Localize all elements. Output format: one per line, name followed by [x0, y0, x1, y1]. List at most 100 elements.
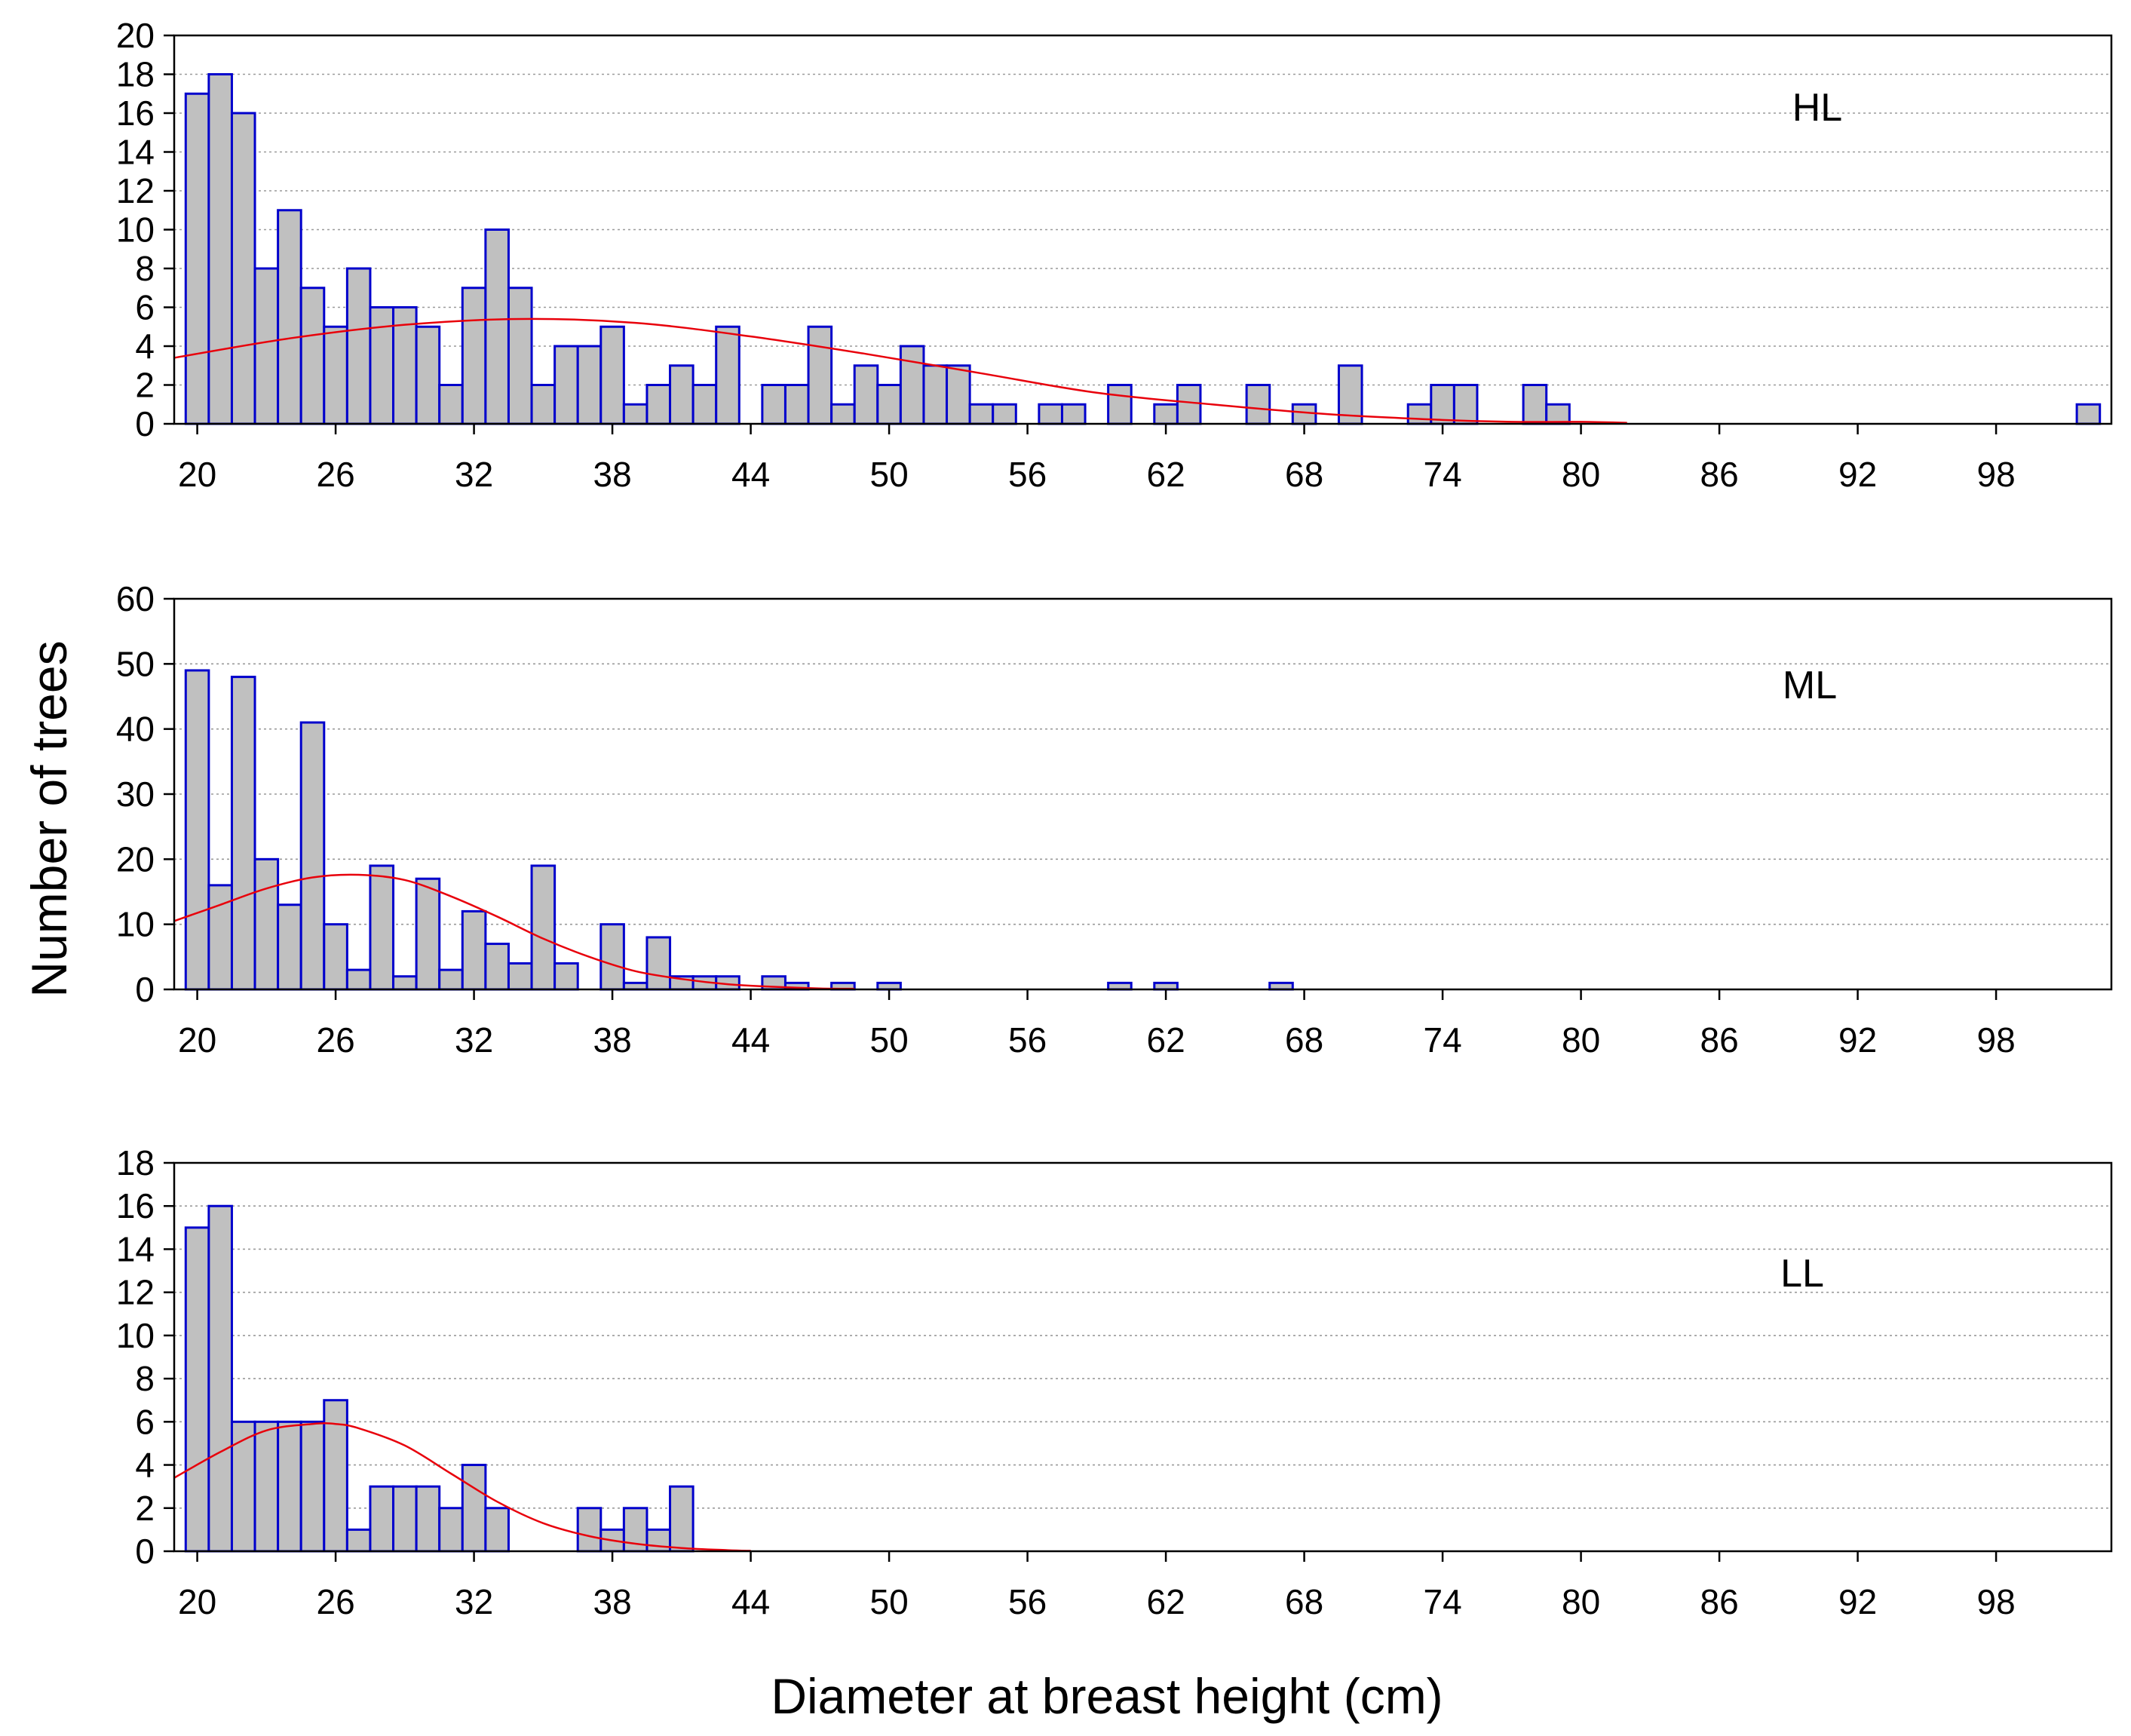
histogram-bar	[622, 403, 648, 425]
histogram-bar	[669, 364, 694, 425]
y-tick-label: 6	[135, 1402, 155, 1441]
y-tick-label: 20	[116, 16, 155, 55]
histogram-bar	[230, 112, 256, 425]
histogram-bar	[899, 345, 925, 425]
histogram-bar	[783, 384, 810, 425]
histogram-bar	[576, 1507, 603, 1553]
panel-label: HL	[1792, 86, 1842, 130]
y-tick-label: 6	[135, 288, 155, 327]
histogram-bar	[415, 1485, 441, 1553]
histogram-bar	[277, 903, 302, 991]
y-tick-label: 14	[116, 1229, 155, 1268]
y-tick-label: 12	[116, 171, 155, 210]
histogram-bar	[369, 306, 395, 425]
histogram-bar	[669, 1485, 694, 1553]
x-tick-label: 74	[1423, 1582, 1461, 1621]
histogram-bar	[323, 923, 348, 991]
histogram-bar	[1545, 403, 1571, 425]
histogram-bar	[622, 981, 648, 991]
normal-fit-line	[173, 1422, 751, 1552]
histogram-bar	[553, 962, 579, 991]
y-tick-label: 20	[116, 839, 155, 879]
histogram-bar	[1452, 384, 1479, 425]
histogram-bar	[323, 325, 348, 425]
x-tick-label: 92	[1838, 455, 1877, 494]
histogram-bar	[461, 1464, 487, 1553]
histogram-bar	[392, 306, 418, 425]
x-tick-label: 32	[455, 455, 493, 494]
histogram-bar	[230, 676, 256, 991]
histogram-bar	[1430, 384, 1455, 425]
x-tick-label: 98	[1976, 455, 2015, 494]
histogram-bar	[1060, 403, 1087, 425]
x-tick-label: 86	[1700, 1020, 1738, 1060]
histogram-bar	[299, 1420, 326, 1553]
histogram-bar	[461, 909, 487, 991]
histogram-bar	[345, 968, 372, 991]
y-tick-label: 18	[116, 55, 155, 94]
x-tick-label: 38	[593, 1020, 631, 1060]
histogram-bar	[645, 936, 672, 991]
histogram-bar	[876, 981, 902, 991]
x-tick-label: 20	[178, 1582, 216, 1621]
histogram-bar	[184, 1226, 210, 1553]
x-tick-label: 44	[731, 1020, 770, 1060]
histogram-bar	[1153, 403, 1179, 425]
y-tick-label: 30	[116, 774, 155, 814]
histogram-bar	[968, 403, 995, 425]
histogram-bar	[1038, 403, 1063, 425]
y-tick-label: 4	[135, 327, 155, 366]
y-tick-label: 50	[116, 644, 155, 683]
y-tick-label: 0	[135, 404, 155, 443]
x-tick-label: 26	[316, 1582, 354, 1621]
histogram-bar	[1245, 384, 1271, 425]
histogram-bar	[599, 325, 625, 425]
histogram-bar	[1268, 981, 1294, 991]
histogram-bar	[184, 669, 210, 991]
y-tick-label: 0	[135, 1532, 155, 1571]
y-tick-label: 2	[135, 366, 155, 405]
x-tick-label: 44	[731, 1582, 770, 1621]
panel-label: ML	[1783, 664, 1837, 707]
histogram-bar	[1291, 403, 1317, 425]
x-tick-label: 38	[593, 1582, 631, 1621]
panel-label: LL	[1780, 1252, 1824, 1296]
histogram-bar	[1107, 981, 1133, 991]
histogram-bar	[576, 345, 603, 425]
x-tick-label: 20	[178, 1020, 216, 1060]
y-tick-label: 4	[135, 1446, 155, 1485]
x-tick-label: 62	[1146, 455, 1185, 494]
histogram-bar	[345, 1528, 372, 1553]
x-tick-label: 44	[731, 455, 770, 494]
x-axis-title: Diameter at breast height (cm)	[771, 1668, 1443, 1724]
histogram-bar	[207, 1204, 233, 1553]
histogram-bar	[853, 364, 879, 425]
x-tick-label: 68	[1285, 1020, 1323, 1060]
histogram-bar	[507, 962, 533, 991]
histogram-bar	[830, 403, 856, 425]
y-tick-label: 10	[116, 905, 155, 944]
histogram-bar	[277, 209, 302, 425]
histogram-bar	[415, 325, 441, 425]
x-tick-label: 80	[1562, 1582, 1600, 1621]
histogram-bar	[507, 287, 533, 425]
histogram-bar	[484, 1507, 510, 1553]
x-tick-label: 56	[1008, 455, 1047, 494]
x-tick-label: 62	[1146, 1582, 1185, 1621]
x-tick-label: 74	[1423, 1020, 1461, 1060]
histogram-bar	[299, 287, 326, 425]
x-tick-label: 68	[1285, 1582, 1323, 1621]
histogram-bar	[922, 364, 949, 425]
histogram-bar	[1107, 384, 1133, 425]
y-tick-label: 10	[116, 1316, 155, 1355]
histogram-bar	[253, 1420, 280, 1553]
x-tick-label: 50	[869, 455, 908, 494]
x-tick-label: 32	[455, 1020, 493, 1060]
y-tick-label: 14	[116, 133, 155, 172]
histogram-bar	[530, 384, 557, 425]
histogram-bar	[438, 1507, 464, 1553]
histogram-bar	[946, 364, 971, 425]
x-tick-label: 62	[1146, 1020, 1185, 1060]
